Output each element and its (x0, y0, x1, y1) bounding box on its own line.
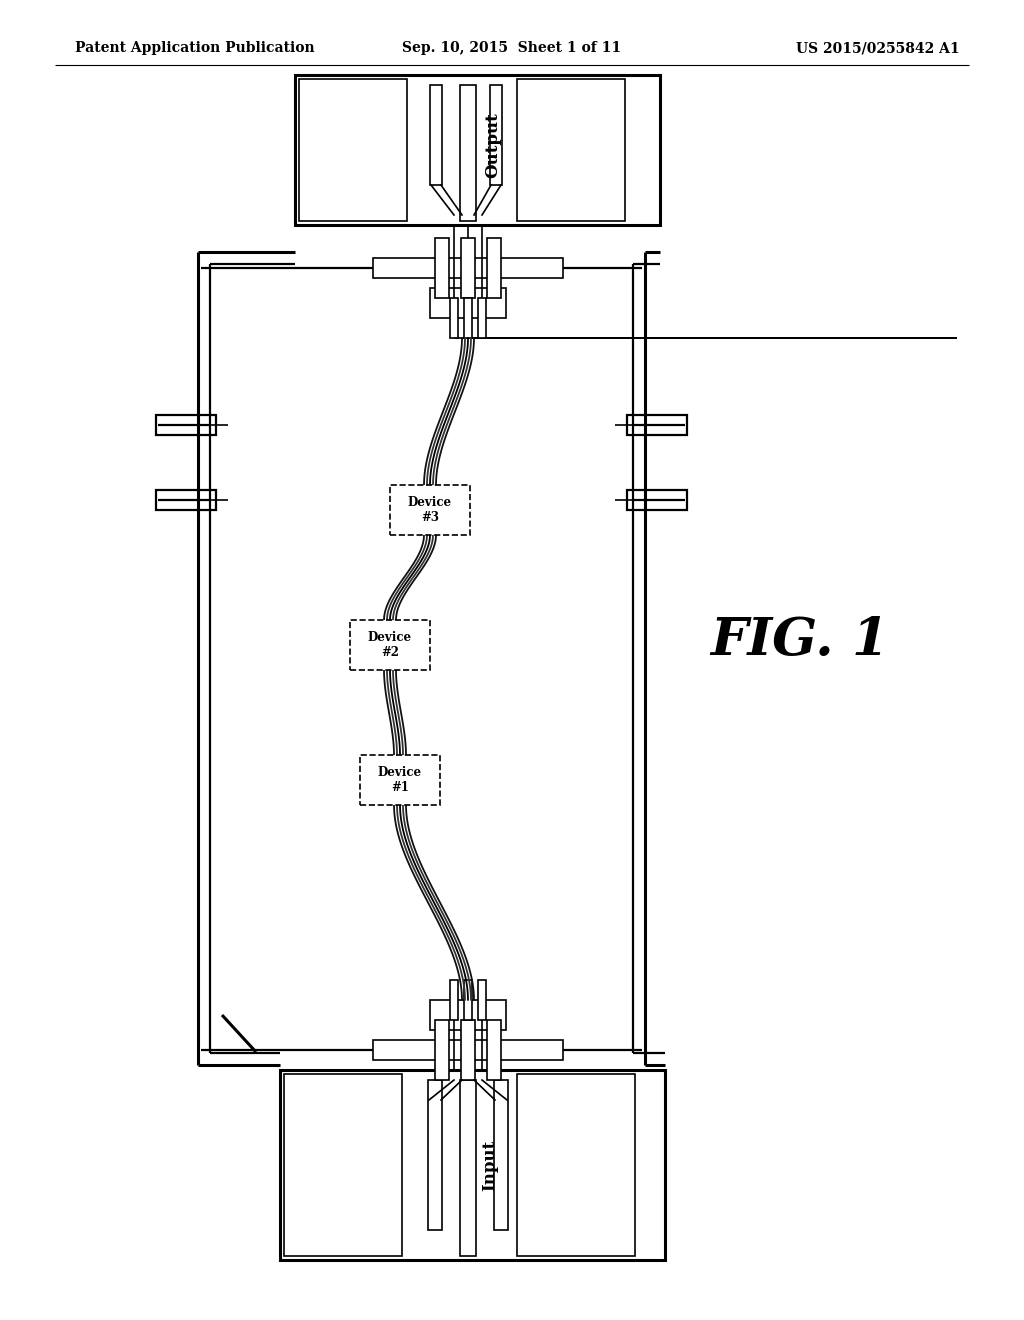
Bar (373, 257, 563, 279)
Bar (430, 84, 442, 185)
Bar (517, 1074, 635, 1257)
Bar (299, 79, 407, 220)
Text: Device
#2: Device #2 (368, 631, 412, 659)
Text: Device
#1: Device #1 (378, 766, 422, 795)
Bar (435, 1020, 449, 1080)
Text: Output: Output (484, 112, 502, 178)
Bar (478, 298, 486, 338)
Bar (490, 84, 502, 185)
Bar (494, 1080, 508, 1230)
Bar (430, 1001, 506, 1030)
Bar (487, 1020, 501, 1080)
Bar (627, 490, 687, 510)
Bar (460, 1080, 476, 1257)
Text: US 2015/0255842 A1: US 2015/0255842 A1 (797, 41, 961, 55)
Bar (450, 979, 458, 1020)
Bar (156, 414, 216, 436)
Bar (461, 238, 475, 298)
Bar (295, 75, 660, 224)
Bar (428, 1080, 442, 1230)
Text: FIG. 1: FIG. 1 (711, 615, 890, 665)
Bar (350, 620, 430, 671)
Text: Sep. 10, 2015  Sheet 1 of 11: Sep. 10, 2015 Sheet 1 of 11 (402, 41, 622, 55)
Bar (430, 288, 506, 318)
Bar (280, 1071, 665, 1261)
Bar (460, 84, 476, 220)
Bar (461, 1020, 475, 1080)
Bar (464, 979, 472, 1020)
Bar (517, 79, 625, 220)
Text: Device
#3: Device #3 (408, 496, 452, 524)
Bar (284, 1074, 402, 1257)
Bar (478, 979, 486, 1020)
Bar (156, 490, 216, 510)
Bar (464, 298, 472, 338)
Bar (390, 484, 470, 535)
Text: Patent Application Publication: Patent Application Publication (75, 41, 314, 55)
Bar (450, 298, 458, 338)
Bar (487, 238, 501, 298)
Text: Input: Input (481, 1139, 499, 1191)
Bar (360, 755, 440, 805)
Bar (373, 1040, 563, 1060)
Bar (627, 414, 687, 436)
Bar (435, 238, 449, 298)
